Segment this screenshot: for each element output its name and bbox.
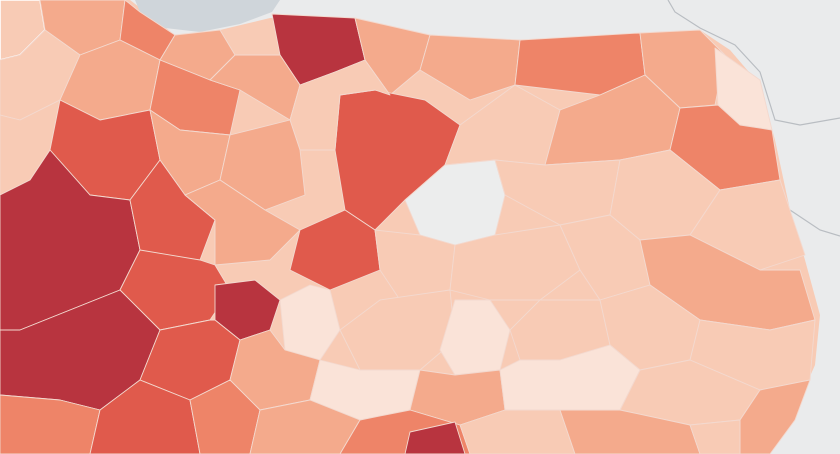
map-region[interactable] [689, 419, 741, 454]
map-region[interactable] [354, 17, 431, 96]
regions-layer [0, 0, 816, 454]
map-region[interactable] [689, 179, 806, 271]
baltic-sea [135, 0, 280, 32]
map-region[interactable] [449, 224, 581, 301]
map-region[interactable] [184, 179, 301, 266]
map-region[interactable] [419, 34, 521, 101]
border-line [789, 209, 840, 237]
map-region[interactable] [404, 421, 466, 454]
border-line [667, 0, 840, 126]
